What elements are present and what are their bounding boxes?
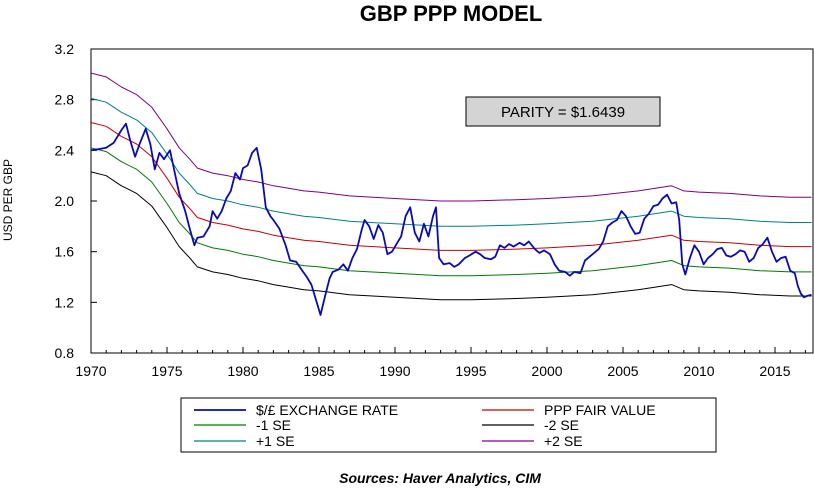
x-tick-label: 2000 xyxy=(531,363,562,379)
y-axis: 0.8 1.2 1.6 2.0 2.4 2.8 3.2 xyxy=(55,41,97,361)
y-tick-label: 1.6 xyxy=(55,244,75,260)
legend-label: +1 SE xyxy=(256,433,295,449)
legend-label: $/£ EXCHANGE RATE xyxy=(256,402,398,418)
series-line-2-se xyxy=(90,72,812,202)
x-tick-label: 1990 xyxy=(379,363,410,379)
x-tick-label: 1975 xyxy=(151,363,182,379)
y-axis-label: USD PER GBP xyxy=(1,159,15,241)
parity-annotation-box xyxy=(465,96,661,127)
x-tick-label: 2005 xyxy=(607,363,638,379)
legend-box xyxy=(180,397,717,453)
legend: $/£ EXCHANGE RATE PPP FAIR VALUE -1 SE -2 S… xyxy=(180,397,717,453)
series-line-1-se xyxy=(90,97,812,227)
legend-label: +2 SE xyxy=(544,433,583,449)
chart-title: GBP PPP MODEL xyxy=(360,1,543,26)
series-line-exchange-rate xyxy=(90,122,812,316)
y-tick-label: 2.4 xyxy=(55,142,75,158)
y-tick-label: 2.0 xyxy=(55,193,75,209)
source-note: Sources: Haver Analytics, CIM xyxy=(339,470,541,486)
y-tick-label: 3.2 xyxy=(55,41,75,57)
y-tick-label: 2.8 xyxy=(55,92,75,108)
legend-label: -1 SE xyxy=(256,417,291,433)
series-line-2-se xyxy=(90,171,812,301)
y-tick-label: 1.2 xyxy=(55,294,75,310)
x-tick-label: 1995 xyxy=(455,363,486,379)
series-layer xyxy=(90,72,812,316)
x-axis: 1970 1975 1980 1985 1990 1995 2000 2005 2010 2015 xyxy=(75,347,806,379)
y-tick-label: 0.8 xyxy=(55,345,75,361)
parity-annotation: PARITY = $1.6439 xyxy=(465,96,661,127)
x-tick-label: 1985 xyxy=(303,363,334,379)
x-tick-label: 1970 xyxy=(75,363,106,379)
legend-label: -2 SE xyxy=(544,417,579,433)
parity-annotation-text: PARITY = $1.6439 xyxy=(501,104,625,121)
x-tick-label: 2015 xyxy=(759,363,790,379)
x-tick-label: 1980 xyxy=(227,363,258,379)
x-tick-label: 2010 xyxy=(683,363,714,379)
legend-label: PPP FAIR VALUE xyxy=(544,402,656,418)
series-line-ppp-fair-value xyxy=(90,122,812,251)
